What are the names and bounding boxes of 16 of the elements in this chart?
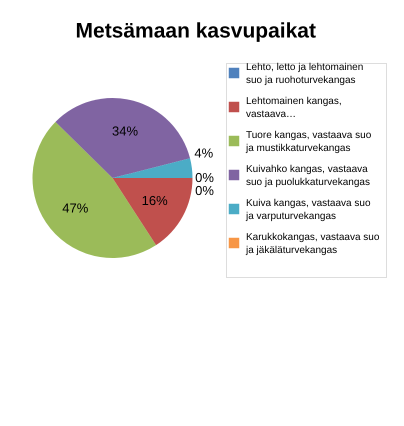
pie-slice <box>55 98 190 178</box>
pie-slice <box>112 158 192 178</box>
legend-label: Tuore kangas, vastaava suo ja mustikkaturvekangas <box>245 130 372 154</box>
text: 0% <box>195 170 214 185</box>
legend-label: Karukkokangas, vastaava suo ja jäkäläturvekangas <box>245 232 380 256</box>
legend-label: Lehto, letto ja lehtomainen suo ja ruohoturvekangas <box>246 62 364 86</box>
data-label: 4% <box>194 146 214 161</box>
legend-label: Kuivahko kangas, vastaava suo ja puolukkaturvekangas <box>246 164 370 188</box>
legend-label: Lehtomainen kangas, vastaava… <box>246 96 342 120</box>
legend-label: Kuiva kangas, vastaava suo ja varputurvekangas <box>245 198 371 222</box>
text: 0% <box>195 183 214 198</box>
data-label: 34% <box>112 124 138 139</box>
data-label: 16% <box>142 192 168 208</box>
data-label: 47% <box>62 200 89 216</box>
pie-slice <box>112 178 192 246</box>
chart-title: Metsämaan kasvupaikat <box>76 20 316 42</box>
